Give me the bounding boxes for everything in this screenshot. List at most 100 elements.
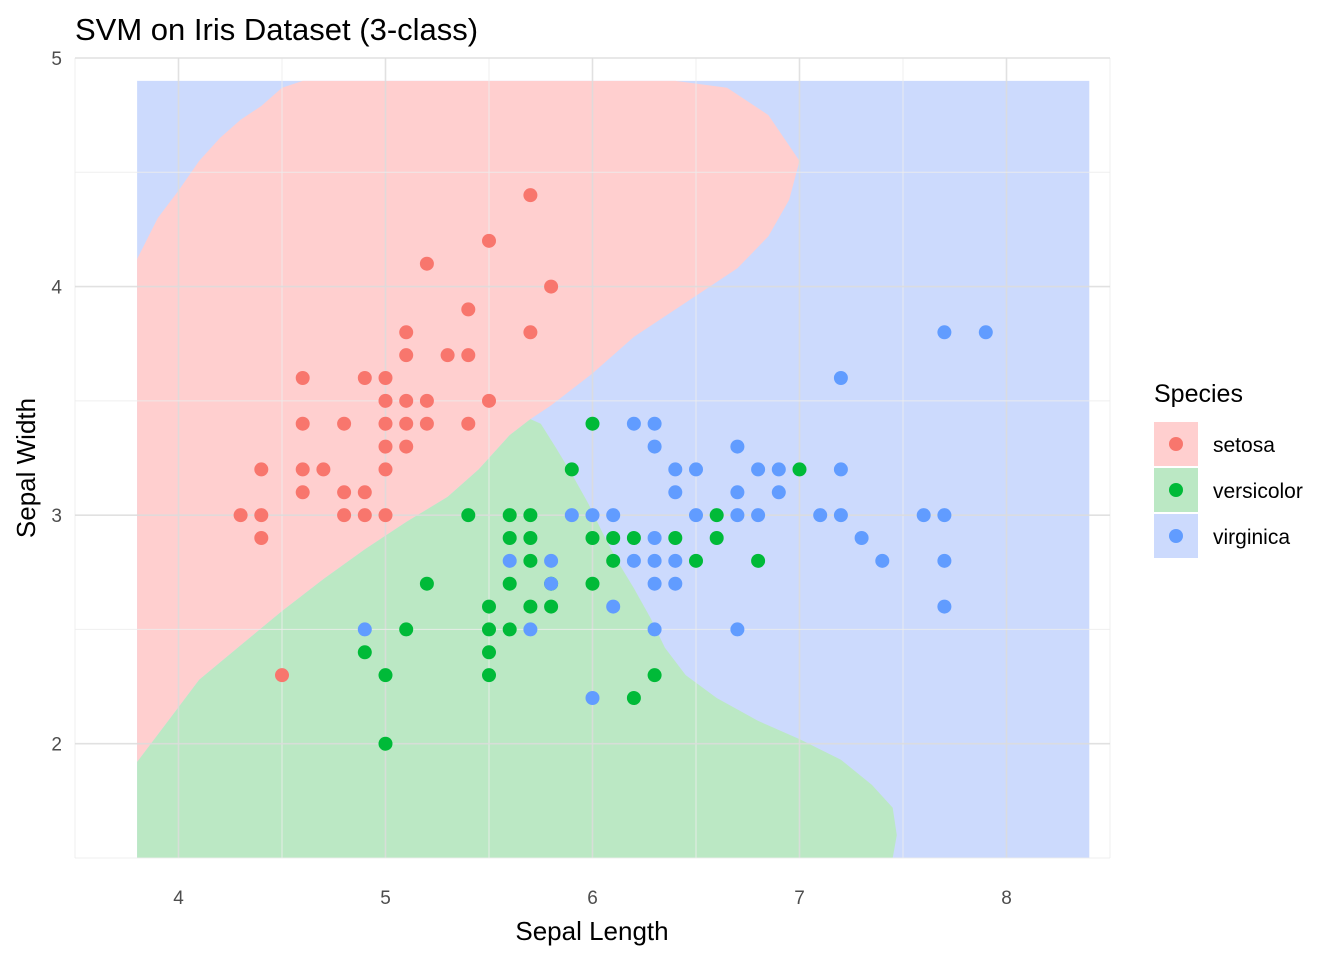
- point-versicolor: [585, 531, 600, 545]
- legend-title: Species: [1154, 380, 1243, 408]
- point-versicolor: [399, 622, 414, 637]
- point-virginica: [813, 508, 828, 523]
- point-virginica: [626, 416, 641, 431]
- point-virginica: [875, 553, 890, 568]
- point-setosa: [295, 462, 310, 477]
- point-versicolor: [357, 645, 372, 660]
- point-virginica: [937, 325, 952, 340]
- point-setosa: [254, 531, 269, 545]
- point-virginica: [916, 508, 931, 523]
- point-virginica: [833, 371, 848, 385]
- point-setosa: [399, 393, 414, 408]
- point-setosa: [295, 485, 310, 500]
- y-axis-title: Sepal Width: [11, 398, 41, 538]
- region-versicolor: [137, 419, 897, 858]
- point-setosa: [399, 325, 414, 340]
- point-setosa: [295, 371, 310, 385]
- point-versicolor: [647, 668, 662, 683]
- legend-label-versicolor: versicolor: [1213, 480, 1303, 503]
- point-versicolor: [626, 531, 641, 545]
- point-virginica: [689, 508, 703, 523]
- point-versicolor: [502, 531, 517, 545]
- legend-marker-virginica: [1169, 529, 1183, 543]
- point-virginica: [771, 462, 786, 477]
- point-setosa: [357, 485, 372, 500]
- point-virginica: [668, 553, 683, 568]
- point-virginica: [854, 531, 869, 545]
- point-setosa: [419, 416, 434, 431]
- point-setosa: [337, 416, 352, 431]
- point-versicolor: [585, 416, 600, 431]
- point-setosa: [419, 256, 434, 271]
- point-virginica: [647, 553, 662, 568]
- point-virginica: [668, 576, 683, 591]
- point-versicolor: [668, 531, 683, 545]
- point-virginica: [357, 622, 372, 637]
- point-versicolor: [709, 531, 724, 545]
- point-versicolor: [606, 531, 621, 545]
- y-tick-label: 3: [51, 506, 62, 527]
- legend-marker-setosa: [1169, 437, 1183, 451]
- point-virginica: [544, 576, 559, 591]
- point-virginica: [523, 622, 538, 637]
- point-versicolor: [626, 691, 641, 705]
- point-setosa: [254, 508, 269, 523]
- point-virginica: [730, 622, 745, 637]
- point-virginica: [606, 508, 621, 523]
- x-tick-label: 7: [794, 888, 805, 909]
- point-setosa: [399, 348, 414, 363]
- chart-title: SVM on Iris Dataset (3-class): [75, 12, 478, 47]
- point-virginica: [626, 553, 641, 568]
- point-versicolor: [482, 599, 496, 614]
- point-virginica: [730, 439, 745, 454]
- point-versicolor: [502, 576, 517, 591]
- point-setosa: [461, 302, 476, 317]
- point-virginica: [668, 485, 683, 500]
- point-virginica: [647, 622, 662, 637]
- point-virginica: [689, 462, 703, 477]
- point-virginica: [937, 599, 952, 614]
- point-setosa: [337, 508, 352, 523]
- point-versicolor: [502, 508, 517, 523]
- x-axis-title: Sepal Length: [515, 916, 668, 946]
- legend-marker-versicolor: [1169, 483, 1183, 497]
- y-tick-label: 5: [51, 49, 62, 70]
- point-virginica: [585, 508, 600, 523]
- point-versicolor: [419, 576, 434, 591]
- decision-regions: [137, 80, 1090, 859]
- point-setosa: [419, 393, 434, 408]
- x-tick-label: 5: [380, 888, 391, 909]
- point-virginica: [564, 508, 579, 523]
- point-virginica: [771, 485, 786, 500]
- point-virginica: [647, 576, 662, 591]
- point-virginica: [978, 325, 993, 340]
- point-setosa: [378, 416, 393, 431]
- point-versicolor: [502, 622, 517, 637]
- legend-label-setosa: setosa: [1213, 434, 1275, 457]
- y-tick-label: 2: [51, 735, 62, 756]
- point-virginica: [647, 531, 662, 545]
- x-tick-label: 4: [173, 888, 184, 909]
- point-setosa: [357, 508, 372, 523]
- legend-label-virginica: virginica: [1213, 526, 1290, 549]
- point-virginica: [833, 508, 848, 523]
- point-virginica: [937, 553, 952, 568]
- point-virginica: [647, 439, 662, 454]
- point-versicolor: [523, 531, 538, 545]
- point-versicolor: [523, 553, 538, 568]
- point-versicolor: [544, 599, 559, 614]
- point-versicolor: [523, 599, 538, 614]
- point-versicolor: [378, 668, 393, 683]
- point-setosa: [254, 462, 269, 477]
- point-versicolor: [482, 645, 496, 660]
- point-virginica: [606, 599, 621, 614]
- point-setosa: [295, 416, 310, 431]
- point-virginica: [751, 508, 766, 523]
- legend: Species setosa versicolor virginica: [1154, 380, 1303, 558]
- point-versicolor: [585, 576, 600, 591]
- point-versicolor: [523, 508, 538, 523]
- point-versicolor: [709, 508, 724, 523]
- point-virginica: [937, 508, 952, 523]
- tick-labels: 4 5 6 7 8 2 3 4 5: [51, 49, 1011, 909]
- point-setosa: [523, 188, 538, 203]
